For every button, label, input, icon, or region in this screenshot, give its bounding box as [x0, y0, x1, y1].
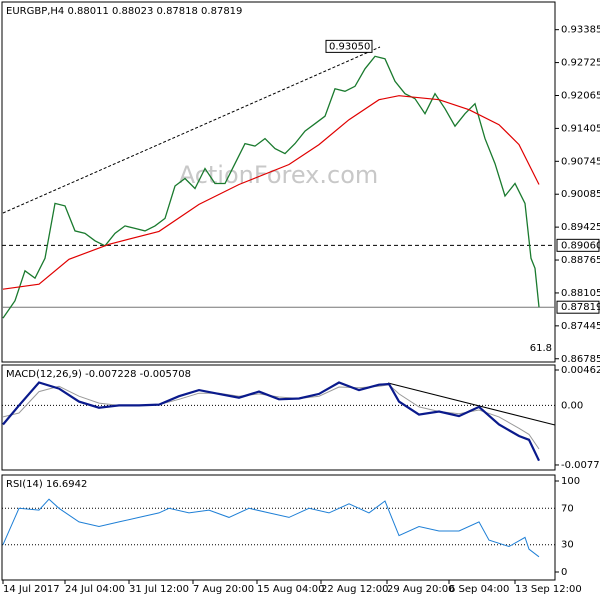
y-tick-label: 0: [561, 567, 567, 578]
y-tick-label: 0.92725: [561, 58, 600, 69]
panel-border: [1, 364, 556, 471]
series-line: [2, 95, 540, 290]
level-label: 70: [561, 503, 574, 514]
y-tick-label: 0.86785: [561, 354, 600, 365]
y-tick-label: 100: [561, 476, 580, 487]
level-label: 30: [561, 540, 574, 551]
x-tick-label: 29 Aug 20:00: [387, 584, 454, 595]
x-tick-label: 24 Jul 04:00: [65, 584, 125, 595]
y-tick-label: 0.88765: [561, 255, 600, 266]
series-line: [2, 498, 540, 558]
x-tick-label: 15 Aug 04:00: [257, 584, 324, 595]
y-tick-label: 0.90745: [561, 156, 600, 167]
panel-title: EURGBP,H4 0.88011 0.88023 0.87818 0.8781…: [6, 6, 242, 17]
series-line: [2, 55, 540, 319]
x-tick-label: 14 Jul 2017: [3, 584, 60, 595]
x-tick-label: 31 Jul 12:00: [129, 584, 189, 595]
level-label: 0.89060: [561, 240, 600, 251]
fib-label: 61.8: [530, 343, 552, 354]
x-tick-label: 22 Aug 12:00: [321, 584, 388, 595]
level-box: [556, 300, 600, 314]
x-tick-label: 7 Aug 20:00: [193, 584, 254, 595]
y-tick-label: 0.004628: [561, 365, 600, 376]
series-line: [2, 381, 540, 462]
level-box: [556, 238, 600, 252]
y-tick-label: 0.90085: [561, 189, 600, 200]
trend-line: [387, 382, 556, 426]
series-line: [2, 384, 540, 450]
panel-border: [1, 1, 556, 363]
y-tick-label: 0.93385: [561, 25, 600, 36]
level-label: 0.00: [561, 400, 583, 411]
watermark: ActionForex.com: [179, 161, 379, 189]
y-tick-label: 0.89425: [561, 222, 600, 233]
y-tick-label: -0.007792: [561, 460, 600, 471]
x-tick-label: 6 Sep 04:00: [449, 584, 509, 595]
price-box: [325, 39, 373, 53]
y-tick-label: 0.91405: [561, 123, 600, 134]
y-tick-label: 0.88105: [561, 288, 600, 299]
panel-title: MACD(12,26,9) -0.007228 -0.005708: [6, 369, 191, 380]
x-tick-label: 13 Sep 12:00: [515, 584, 582, 595]
y-tick-label: 0.87445: [561, 321, 600, 332]
panel-title: RSI(14) 16.6942: [6, 479, 87, 490]
price-label: 0.93050: [329, 41, 370, 52]
panel-border: [1, 474, 556, 581]
level-label: 0.87819: [561, 302, 600, 313]
trend-line: [2, 46, 381, 214]
y-tick-label: 0.92065: [561, 90, 600, 101]
